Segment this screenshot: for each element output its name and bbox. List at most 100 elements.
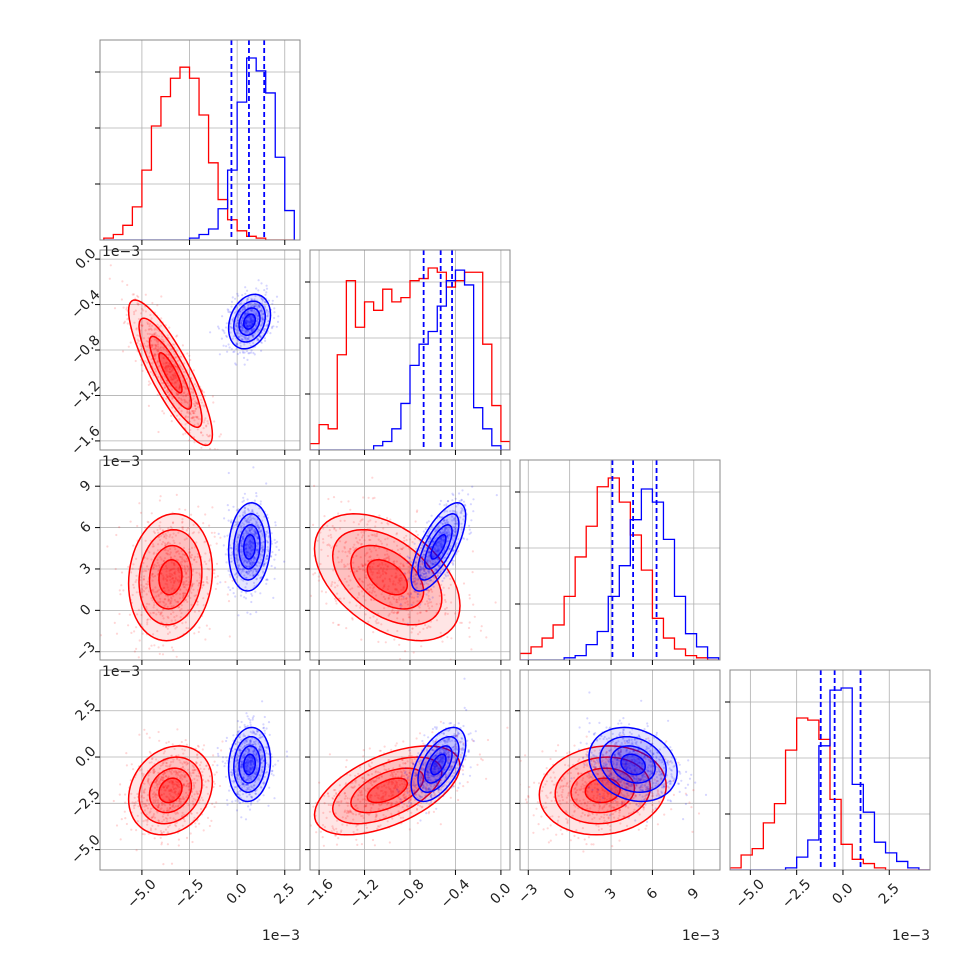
- sample-point: [205, 624, 208, 627]
- sample-point: [202, 427, 205, 430]
- sample-point: [119, 838, 122, 841]
- sample-point: [183, 564, 186, 568]
- sample-point: [241, 568, 244, 571]
- sample-point: [386, 556, 389, 560]
- sample-point: [137, 339, 140, 343]
- sample-point: [147, 328, 150, 331]
- sample-point: [245, 519, 248, 522]
- sample-point: [256, 317, 259, 320]
- sample-point: [256, 306, 259, 309]
- sample-point: [239, 342, 242, 345]
- sample-point: [243, 559, 246, 562]
- sample-point: [196, 415, 199, 418]
- sample-point: [159, 611, 162, 614]
- sample-point: [151, 333, 154, 336]
- sample-point: [364, 599, 367, 602]
- sample-point: [146, 618, 149, 622]
- sample-point: [189, 596, 192, 600]
- sample-point: [177, 559, 180, 562]
- histogram-series-group: [520, 460, 720, 660]
- sample-point: [261, 532, 264, 535]
- sample-point: [203, 405, 206, 408]
- sample-point: [367, 559, 370, 563]
- sample-point: [244, 322, 247, 325]
- sample-point: [277, 315, 280, 318]
- sample-point: [426, 534, 429, 537]
- sample-point: [151, 611, 155, 614]
- sample-point: [247, 540, 251, 544]
- sample-point: [178, 552, 181, 555]
- sample-point: [239, 334, 242, 337]
- sample-point: [252, 310, 255, 313]
- sample-point: [184, 394, 188, 397]
- sample-point: [413, 590, 416, 593]
- sample-point: [250, 527, 253, 530]
- sample-point: [382, 579, 385, 582]
- sample-point: [251, 574, 254, 577]
- sample-point: [418, 593, 421, 596]
- sample-point: [385, 572, 388, 575]
- sample-point: [173, 572, 176, 575]
- sample-point: [238, 336, 241, 339]
- sample-point: [200, 586, 203, 589]
- sample-point: [181, 521, 184, 524]
- sample-point: [248, 519, 251, 522]
- sample-point: [275, 295, 279, 298]
- sample-point: [459, 621, 462, 624]
- sample-point: [265, 287, 269, 290]
- sample-point: [213, 773, 216, 776]
- sample-point: [236, 321, 239, 325]
- sample-point: [422, 530, 425, 533]
- sample-point: [160, 379, 163, 382]
- sample-point: [209, 447, 212, 450]
- sample-point: [254, 530, 257, 533]
- sample-point: [254, 530, 257, 533]
- sample-point: [348, 601, 351, 604]
- sample-point: [170, 573, 173, 576]
- sample-point: [361, 536, 364, 539]
- sample-point: [417, 633, 420, 636]
- sample-point: [146, 618, 150, 621]
- sample-point: [370, 533, 373, 536]
- sample-point: [407, 560, 410, 563]
- sample-point: [256, 320, 259, 323]
- sample-point: [383, 571, 386, 574]
- sample-point: [245, 530, 248, 533]
- sample-point: [140, 307, 144, 310]
- sample-point: [226, 803, 229, 806]
- sample-point: [359, 520, 362, 523]
- sample-point: [246, 330, 249, 333]
- sample-point: [251, 319, 254, 322]
- sample-point: [255, 287, 258, 290]
- sample-point: [364, 576, 367, 579]
- sample-point: [270, 555, 273, 558]
- sample-point: [231, 579, 234, 582]
- sample-point: [179, 588, 182, 592]
- sample-point: [185, 557, 188, 561]
- sample-point: [153, 551, 156, 554]
- sample-point: [240, 545, 244, 548]
- sample-point: [168, 362, 171, 365]
- sample-point: [159, 347, 162, 350]
- sample-point: [283, 560, 286, 563]
- sample-point: [398, 580, 401, 583]
- sample-point: [167, 384, 170, 387]
- sample-point: [330, 536, 333, 539]
- sample-point: [167, 527, 170, 530]
- sample-point: [360, 542, 363, 546]
- sample-point: [361, 580, 364, 583]
- sample-point: [159, 612, 162, 615]
- sample-point: [242, 536, 245, 539]
- sample-point: [225, 345, 228, 348]
- sample-point: [166, 595, 170, 598]
- sample-point: [446, 500, 449, 503]
- sample-point: [362, 595, 365, 598]
- sample-point: [152, 566, 155, 569]
- sample-point: [242, 579, 245, 582]
- sample-point: [357, 565, 360, 569]
- sample-point: [123, 320, 126, 323]
- red-density-fill: [332, 529, 442, 625]
- sample-point: [178, 609, 182, 612]
- sample-point: [436, 548, 439, 551]
- sample-point: [369, 519, 372, 522]
